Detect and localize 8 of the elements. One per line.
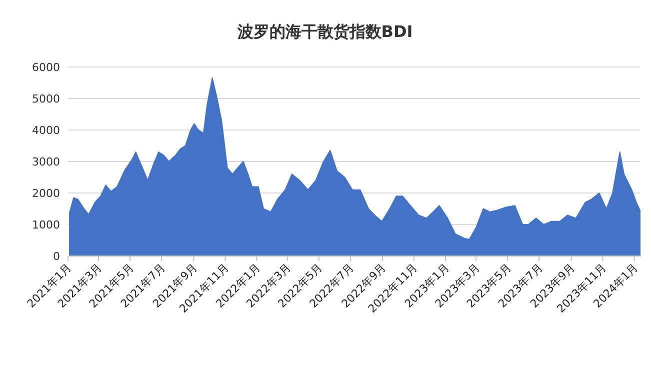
y-tick-label: 5000 bbox=[32, 92, 60, 106]
y-tick-label: 3000 bbox=[32, 156, 60, 168]
y-tick-label: 2000 bbox=[32, 187, 60, 200]
chart-title: 波罗的海干散货指数BDI bbox=[236, 22, 413, 41]
y-tick-label: 1000 bbox=[32, 218, 60, 232]
y-tick-label: 0 bbox=[53, 250, 60, 263]
y-tick-label: 6000 bbox=[32, 61, 60, 74]
y-tick-label: 4000 bbox=[32, 124, 60, 137]
